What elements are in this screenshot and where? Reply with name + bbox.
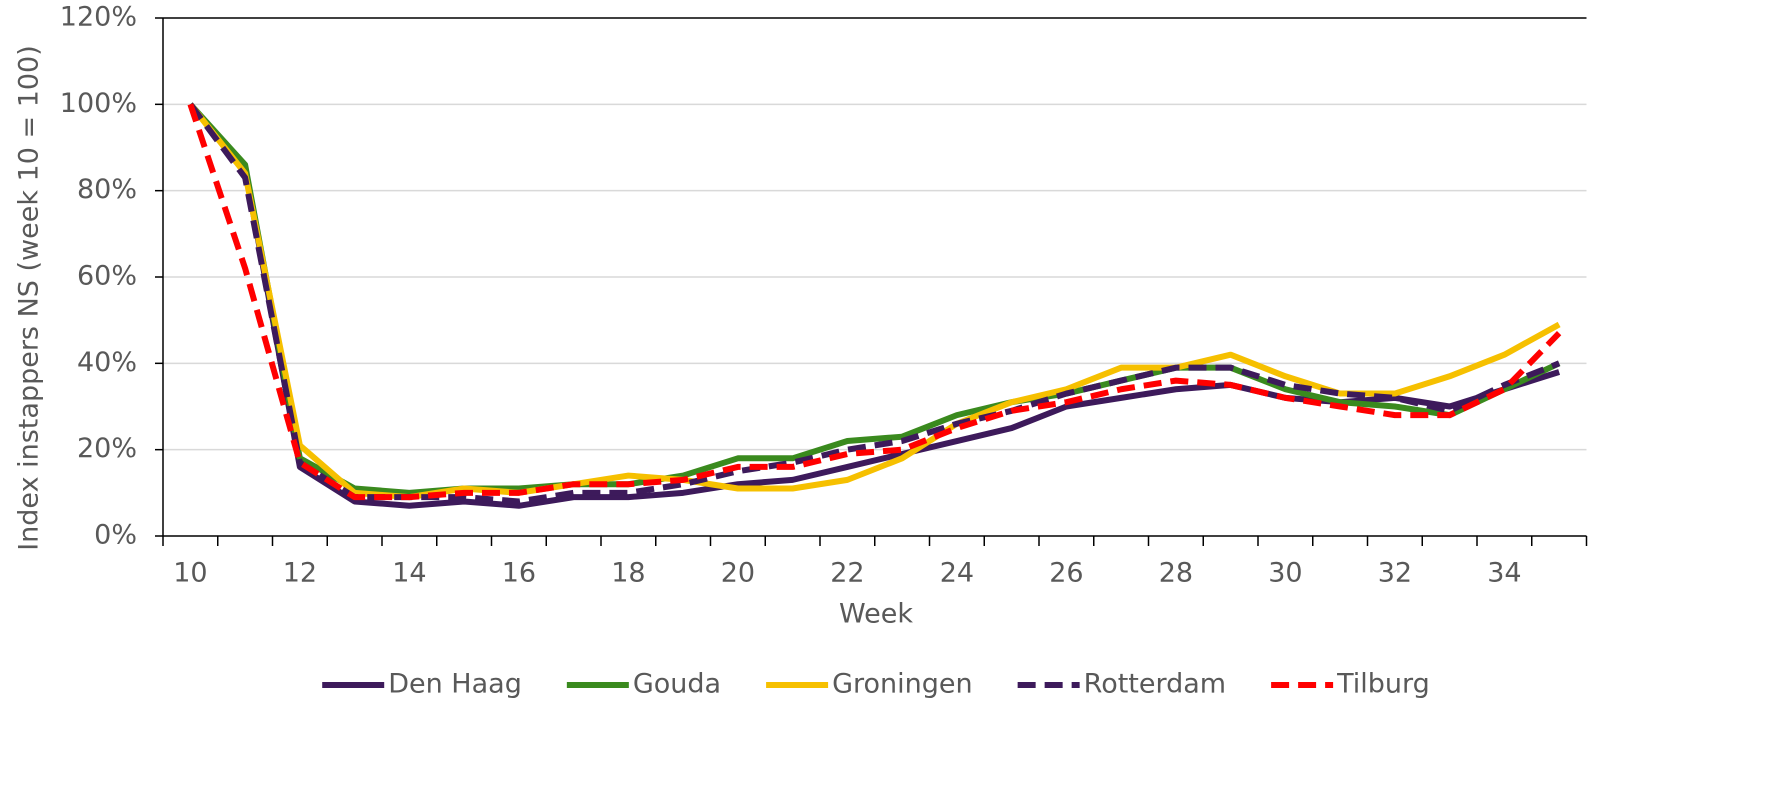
x-tick-label: 32	[1378, 558, 1412, 589]
x-tick-label: 20	[721, 558, 755, 589]
x-tick-label: 30	[1268, 558, 1302, 589]
x-tick-label: 28	[1159, 558, 1193, 589]
x-tick-label: 26	[1049, 558, 1083, 589]
y-tick-label: 120%	[60, 2, 137, 33]
x-tick-label: 34	[1487, 558, 1521, 589]
legend-label: Rotterdam	[1084, 669, 1226, 700]
x-tick-label: 14	[392, 558, 426, 589]
y-tick-label: 40%	[77, 347, 137, 378]
x-tick-label: 24	[940, 558, 974, 589]
y-tick-label: 20%	[77, 433, 137, 464]
y-tick-label: 80%	[77, 174, 137, 205]
x-tick-label: 10	[173, 558, 207, 589]
y-tick-label: 0%	[94, 520, 137, 551]
y-tick-label: 100%	[60, 88, 137, 119]
legend-label: Gouda	[633, 669, 721, 700]
series-line	[187, 103, 1562, 501]
y-tick-label: 60%	[77, 261, 137, 292]
x-tick-label: 18	[611, 558, 645, 589]
x-tick-label: 12	[283, 558, 317, 589]
legend-label: Den Haag	[388, 669, 522, 700]
legend-label: Tilburg	[1336, 669, 1430, 700]
series-line	[187, 102, 1561, 505]
y-axis-label: Index instappers NS (week 10 = 100)	[14, 45, 45, 551]
x-tick-label: 16	[502, 558, 536, 589]
x-axis-label: Week	[839, 599, 913, 630]
legend-label: Groningen	[832, 669, 973, 700]
series-line	[188, 102, 1561, 496]
x-tick-label: 22	[830, 558, 864, 589]
